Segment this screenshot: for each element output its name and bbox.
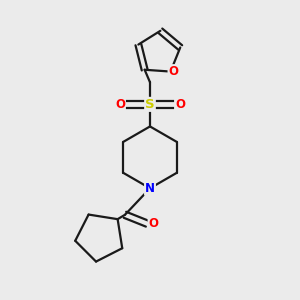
Text: O: O	[175, 98, 185, 111]
Text: N: N	[145, 182, 155, 195]
Text: O: O	[148, 217, 158, 230]
Text: S: S	[145, 98, 155, 111]
Text: O: O	[169, 65, 178, 78]
Text: O: O	[115, 98, 125, 111]
